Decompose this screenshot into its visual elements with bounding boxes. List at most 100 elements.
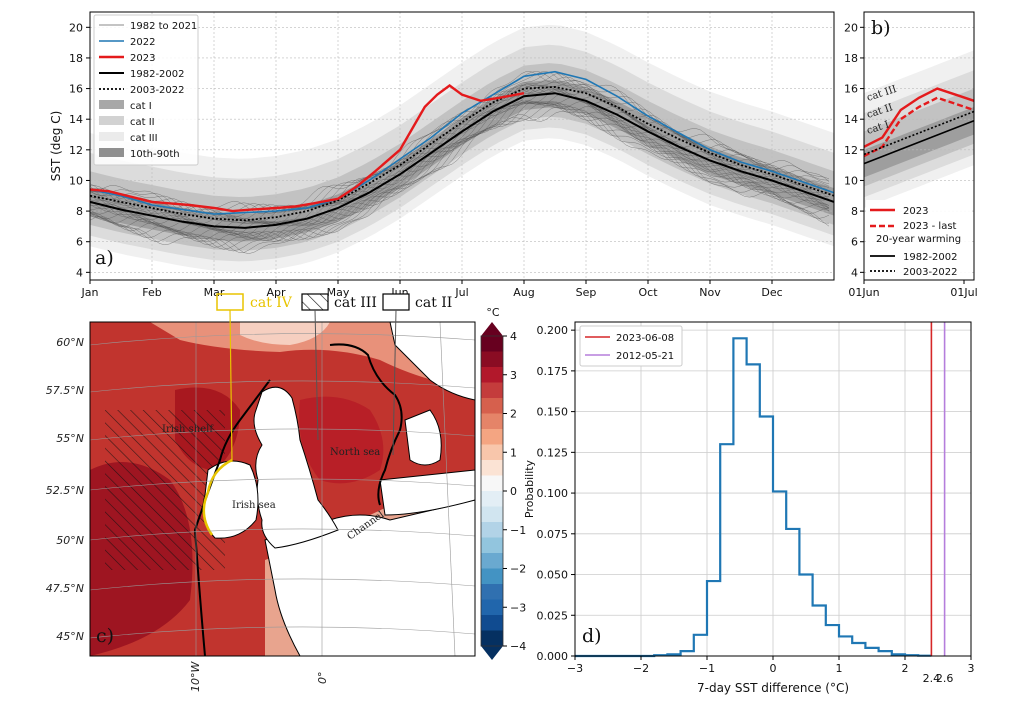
lat-label-57-5: 57.5°N	[46, 384, 84, 397]
panel-d-legend: 2023-06-08 2012-05-21	[579, 325, 683, 367]
colorbar-segment-18	[481, 615, 503, 631]
panel-d-y-axis-label: Probability	[523, 459, 536, 518]
tick-a-y-16: 16	[69, 83, 83, 96]
map-outline-cat2	[329, 343, 403, 506]
map-key-cat2-label: cat II	[415, 295, 452, 311]
lat-label-55: 55°N	[56, 432, 84, 445]
colorbar-segment-13	[481, 537, 503, 554]
tick-b-y-14: 14	[844, 113, 858, 126]
tick-a-y-10: 10	[69, 174, 83, 187]
panel-d-y-ticks: 0.000 0.025 0.050 0.075 0.100 0.125 0.150 0.175…	[537, 324, 575, 663]
panel-a-y-ticks: 4 6 8 10 12 14 16 18 20	[69, 21, 90, 279]
panel-c-letter: c)	[96, 625, 114, 647]
map-land-norway	[389, 322, 475, 401]
colorbar-segment-3	[481, 382, 503, 399]
tick-a-x-Aug: Aug	[513, 286, 534, 299]
tick-b-y-4: 4	[851, 266, 858, 279]
map-land-great-britain	[253, 386, 339, 549]
hist-line-6	[89, 100, 830, 242]
colorbar-segment-1	[481, 351, 503, 368]
tick-b-y-20: 20	[844, 21, 858, 34]
map-outline-cat4	[202, 458, 233, 536]
region-irish-sea: Irish sea	[232, 500, 276, 511]
hist-bin-20	[839, 636, 852, 656]
tick-a-x-Apr: Apr	[266, 286, 286, 299]
colorbar-segment-9	[481, 475, 503, 492]
map-graticule	[90, 322, 475, 656]
map-key-cat3-label: cat III	[334, 295, 377, 311]
panel-a-letter: a)	[95, 247, 114, 269]
colorbar-tick--3: −3	[510, 601, 526, 614]
hist-bin-10	[707, 581, 720, 656]
series-a-2023	[89, 84, 525, 213]
tick-a-x-May: May	[327, 286, 350, 299]
legend-2023: 2023	[130, 53, 155, 64]
colorbar-tick-1: 1	[510, 446, 517, 459]
lat-label-45: 45°N	[56, 630, 84, 643]
colorbar-bottom-arrow	[481, 646, 503, 660]
hist-step-line	[575, 337, 932, 658]
tick-b-y-16: 16	[844, 83, 858, 96]
region-north-sea: North sea	[330, 447, 380, 458]
tick-a-x-Oct: Oct	[638, 286, 658, 299]
legend-percentile: 10th-90th	[130, 149, 180, 160]
colorbar-tick-3: 3	[510, 369, 517, 382]
lat-label-60: 60°N	[56, 336, 84, 349]
map-anomaly-north-sea	[299, 396, 384, 484]
tick-a-y-20: 20	[69, 21, 83, 34]
panel-c-colorbar	[480, 322, 504, 660]
tick-a-x-Jul: Jul	[454, 286, 468, 299]
legend-cat2: cat II	[130, 117, 155, 128]
panel-d-event-lines: 2.42.6	[923, 322, 953, 685]
colorbar-segment-0	[481, 336, 503, 352]
hist-bin-12	[733, 338, 746, 656]
tick-a-y-14: 14	[69, 113, 83, 126]
colorbar-tick--2: −2	[510, 563, 526, 576]
map-key-cat4-label: cat IV	[250, 295, 293, 311]
panel-b-letter: b)	[871, 17, 891, 39]
map-key-cat3-pointer	[314, 309, 319, 441]
panel-b-y-ticks: 4 6 8 10 12 14 16 18 20	[844, 21, 864, 279]
tick-a-x-Nov: Nov	[699, 286, 721, 299]
hist-line-0	[89, 111, 830, 254]
legend-cat1: cat I	[130, 101, 152, 112]
series-a-1982-2002	[89, 92, 835, 229]
legend-clim-2003-2022: 2003-2022	[130, 85, 185, 96]
map-land-denmark	[404, 409, 442, 466]
hist-bin-22	[865, 648, 878, 656]
series-b-2023	[863, 87, 975, 148]
hist-bin-18	[813, 605, 826, 656]
tick-d-y-3: 0.075	[537, 528, 569, 541]
panel-d-histogram-steps	[575, 337, 932, 658]
tick-a-x-Sep: Sep	[576, 286, 597, 299]
tick-d-x-1: −2	[633, 662, 649, 675]
hist-line-24	[89, 71, 830, 214]
hist-line-1	[89, 106, 830, 253]
hist-bin-16	[786, 529, 799, 656]
panel-d-x-axis-label: 7-day SST difference (°C)	[697, 681, 849, 695]
colorbar-segment-10	[481, 491, 503, 507]
series-b-2023---last-20-year-warming	[863, 96, 975, 158]
panel-b-series	[863, 87, 975, 165]
colorbar-segment-15	[481, 568, 503, 585]
tick-d-x-0: −3	[567, 662, 583, 675]
tick-d-y-8: 0.200	[537, 324, 569, 337]
lat-label-47-5: 47.5°N	[46, 582, 84, 595]
colorbar-segment-12	[481, 522, 503, 538]
panel-d-histogram: 2.42.6 0.000 0.025 0.050 0.075 0.100 0.125 0.1…	[523, 321, 975, 695]
hist-bin-9	[694, 635, 707, 656]
tick-b-y-18: 18	[844, 52, 858, 65]
panel-b-frame	[863, 11, 975, 281]
legend-b-2023: 2023	[903, 206, 928, 217]
panel-a-y-axis-label: SST (deg C)	[49, 111, 63, 182]
tick-b-y-8: 8	[851, 205, 858, 218]
tick-b-y-12: 12	[844, 144, 858, 157]
tick-d-y-4: 0.100	[537, 487, 569, 500]
legend-d-2012: 2012-05-21	[616, 351, 674, 362]
tick-b-y-6: 6	[851, 236, 858, 249]
tick-a-x-Mar: Mar	[204, 286, 225, 299]
tick-a-x-Jan: Jan	[81, 286, 99, 299]
